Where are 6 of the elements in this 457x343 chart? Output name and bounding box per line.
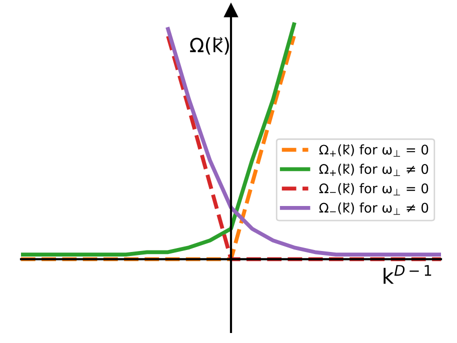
- legend-label: Ω$_{+}$(k⃗) for ω$_{⊥}$ = 0: [319, 144, 428, 157]
- legend-label: Ω$_{−}$(k⃗) for ω$_{⊥}$ ≠ 0: [319, 202, 428, 215]
- x-axis-title: k$^{D−1}$: [384, 265, 432, 284]
- legend-label: Ω$_{−}$(k⃗) for ω$_{⊥}$ = 0: [319, 183, 428, 196]
- legend-label: Ω$_{+}$(k⃗) for ω$_{⊥}$ ≠ 0: [319, 164, 428, 176]
- y-axis-title: Ω(k⃗): [190, 37, 229, 55]
